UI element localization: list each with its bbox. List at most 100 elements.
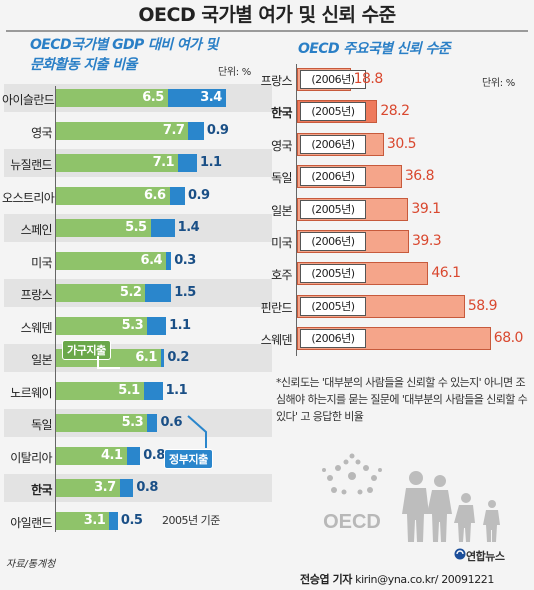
government-value: 1.1 bbox=[165, 382, 188, 398]
household-value: 4.1 bbox=[100, 447, 123, 463]
country-label: 노르웨이 bbox=[10, 385, 52, 400]
household-bar bbox=[56, 446, 127, 465]
government-bar bbox=[166, 251, 172, 270]
year-tag: (2005년) bbox=[300, 102, 366, 122]
government-bar bbox=[147, 316, 167, 335]
title-divider bbox=[6, 30, 528, 32]
government-value: 1.4 bbox=[177, 220, 200, 235]
government-bar bbox=[188, 121, 204, 140]
trust-value: 18.8 bbox=[353, 71, 384, 87]
government-bar bbox=[178, 154, 198, 172]
household-callout-pointer bbox=[97, 356, 120, 369]
trust-value: 36.8 bbox=[404, 168, 435, 185]
country-label: 독일 bbox=[31, 418, 52, 432]
government-value: 0.8 bbox=[136, 480, 158, 495]
year-tag: (2006년) bbox=[300, 134, 366, 154]
household-value: 6.6 bbox=[143, 187, 166, 203]
government-value: 0.9 bbox=[206, 122, 229, 138]
country-label: 아일랜드 bbox=[10, 515, 52, 530]
household-bar bbox=[56, 219, 151, 237]
household-bar bbox=[56, 284, 146, 302]
country-label: 프랑스 bbox=[20, 288, 53, 302]
government-bar bbox=[167, 89, 227, 107]
country-label: 영국 bbox=[31, 125, 52, 140]
household-value: 5.5 bbox=[125, 220, 147, 235]
right-panel-title: OECD 주요국별 신뢰 수준 bbox=[298, 41, 451, 57]
oecd-logo-text: OECD bbox=[323, 511, 381, 533]
government-value: 1.5 bbox=[174, 285, 196, 300]
year-tag: (2005년) bbox=[300, 264, 366, 284]
household-bar bbox=[56, 251, 167, 270]
government-value: 3.4 bbox=[200, 90, 222, 105]
country-label: 프랑스 bbox=[260, 74, 293, 88]
byline-name: 전승엽 기자 bbox=[300, 573, 353, 586]
year-tag: (2006년) bbox=[300, 329, 366, 349]
household-value: 6.1 bbox=[135, 350, 157, 365]
agency-label: 연합뉴스 bbox=[466, 550, 505, 563]
household-bar bbox=[56, 154, 179, 172]
left-panel-title-line1: OECD국가별 GDP 대비 여가 및 bbox=[30, 37, 218, 53]
row-stripe bbox=[4, 474, 272, 502]
country-label: 호주 bbox=[271, 268, 292, 283]
household-bar bbox=[56, 89, 168, 107]
trust-value: 58.9 bbox=[467, 297, 498, 314]
country-label: 한국 bbox=[31, 483, 52, 497]
household-bar bbox=[56, 186, 170, 205]
government-bar bbox=[160, 349, 165, 367]
trust-value: 30.5 bbox=[386, 135, 417, 152]
left-unit-label: 단위: % bbox=[218, 67, 251, 78]
oecd-logo: OECD bbox=[322, 453, 382, 533]
household-value: 6.5 bbox=[142, 90, 164, 105]
country-label: 스페인 bbox=[20, 223, 53, 237]
byline: 전승엽 기자 kirin@yna.co.kr/ 20091221 bbox=[300, 571, 494, 587]
household-value: 6.4 bbox=[140, 252, 163, 268]
government-value: 0.9 bbox=[188, 187, 210, 203]
government-bar bbox=[126, 446, 141, 465]
household-bar bbox=[56, 316, 148, 335]
source-label: 자료/통계청 bbox=[6, 559, 56, 570]
country-label: 미국 bbox=[31, 255, 52, 270]
country-label: 스웨덴 bbox=[20, 320, 53, 335]
country-label: 독일 bbox=[271, 171, 292, 186]
government-value: 0.3 bbox=[174, 252, 196, 268]
household-value: 3.7 bbox=[94, 480, 116, 495]
right-axis-line bbox=[296, 64, 297, 356]
country-label: 오스트리아 bbox=[2, 190, 55, 205]
country-label: 아이슬란드 bbox=[2, 93, 55, 107]
government-bar bbox=[169, 186, 185, 205]
government-value: 0.6 bbox=[160, 415, 182, 430]
household-callout: 가구지출 bbox=[62, 340, 111, 360]
trust-value: 28.2 bbox=[380, 103, 410, 120]
household-bar bbox=[56, 511, 110, 530]
government-callout: 정부지출 bbox=[164, 449, 213, 469]
page-title: OECD 국가별 여가 및 신뢰 수준 bbox=[138, 4, 396, 26]
family-silhouette-icon bbox=[402, 471, 500, 542]
government-bar bbox=[109, 511, 118, 530]
government-value: 0.8 bbox=[143, 447, 165, 463]
left-panel-title-line2: 문화활동 지출 비율 bbox=[30, 57, 137, 73]
household-bar bbox=[56, 479, 120, 497]
government-value: 0.5 bbox=[120, 512, 143, 528]
yonhap-logo-icon bbox=[454, 548, 466, 560]
household-bar bbox=[56, 121, 189, 140]
year-tag: (2005년) bbox=[300, 296, 366, 316]
government-bar bbox=[145, 284, 172, 302]
year-tag: (2006년) bbox=[300, 167, 366, 187]
government-callout-pointer bbox=[187, 415, 207, 448]
country-label: 스웨덴 bbox=[260, 333, 293, 348]
household-value: 5.3 bbox=[121, 415, 144, 430]
trust-value: 68.0 bbox=[493, 330, 524, 347]
government-bar bbox=[150, 219, 175, 237]
household-value: 5.3 bbox=[121, 317, 144, 333]
country-label: 한국 bbox=[271, 106, 292, 121]
government-bar bbox=[143, 381, 163, 400]
year-tag: (2006년) bbox=[300, 232, 366, 251]
household-value: 5.2 bbox=[119, 285, 142, 300]
trust-value: 39.3 bbox=[412, 233, 442, 249]
right-unit-label: 단위: % bbox=[482, 78, 515, 89]
trust-value: 46.1 bbox=[431, 265, 461, 282]
trust-value: 39.1 bbox=[411, 200, 441, 217]
year-tag: (2006년) bbox=[300, 70, 366, 89]
household-value: 7.1 bbox=[152, 155, 175, 170]
